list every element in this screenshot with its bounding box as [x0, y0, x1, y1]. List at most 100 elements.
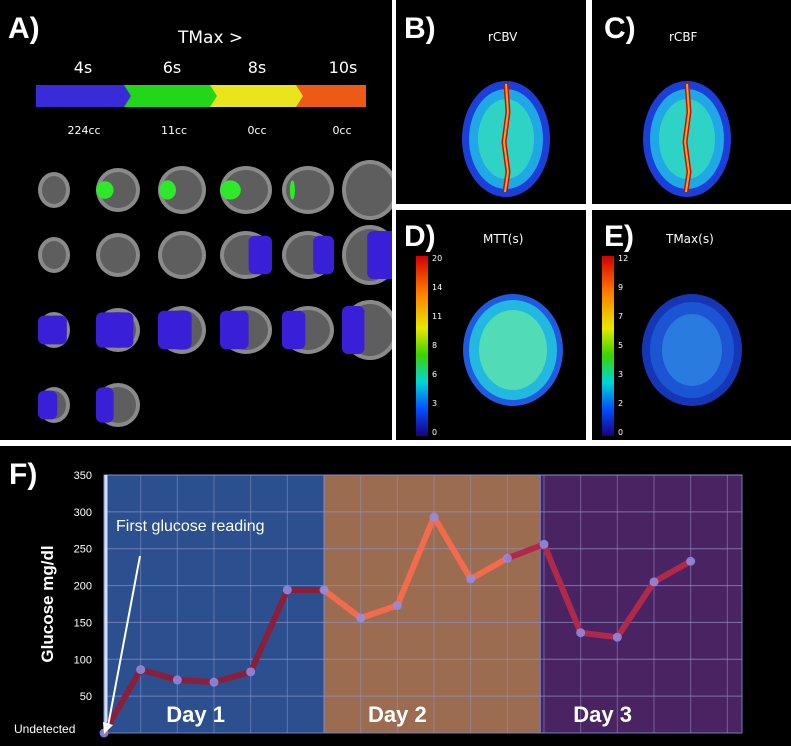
brain-slice — [38, 387, 70, 423]
rcbv-map — [462, 81, 550, 197]
y-tick-label: 150 — [74, 617, 92, 629]
panel-a: A) TMax > 4s 6s 8s 10s 224cc 11cc 0cc 0c… — [0, 0, 392, 440]
series-segment — [321, 586, 364, 622]
threshold-8s: 8s — [247, 58, 267, 77]
brain-slice — [342, 160, 392, 220]
data-point — [686, 556, 696, 566]
band-4s — [36, 85, 133, 107]
tmax-lesion — [96, 312, 134, 348]
tmax-colorbar — [602, 256, 614, 436]
tmax-map-title: TMax(s) — [666, 232, 714, 246]
series-segment — [394, 514, 437, 609]
brain-slice — [158, 166, 206, 214]
series-segment — [541, 541, 584, 636]
series-segment — [467, 555, 511, 582]
tmax-lesion-green — [220, 180, 241, 200]
data-point — [539, 539, 549, 549]
brain-slice — [282, 306, 334, 354]
volume-6s: 11cc — [160, 124, 188, 137]
scale-label: 6 — [432, 370, 438, 379]
annotation-arrow — [107, 555, 141, 727]
data-point — [172, 675, 182, 685]
series-segment — [357, 602, 401, 622]
volume-8s: 0cc — [247, 124, 267, 137]
series-segment — [174, 676, 217, 686]
tmax-lesion — [282, 310, 306, 350]
mtt-title: MTT(s) — [483, 232, 524, 246]
tmax-lesion — [248, 235, 272, 275]
brain-slice — [96, 168, 140, 212]
tmax-map — [642, 294, 742, 406]
threshold-4s: 4s — [73, 58, 93, 77]
threshold-6s: 6s — [162, 58, 182, 77]
scale-label: 14 — [432, 283, 443, 292]
series-segment — [101, 666, 144, 736]
brain-slice-grid — [38, 160, 392, 427]
data-point — [576, 628, 586, 638]
data-point — [136, 665, 146, 675]
scale-label: 5 — [618, 341, 624, 350]
tmax-lesion — [313, 235, 334, 275]
tmax-lesion — [367, 231, 392, 279]
tmax-lesion — [342, 306, 365, 354]
rcbf-title: rCBF — [669, 30, 698, 44]
brain-slice — [342, 300, 392, 360]
y-tick-label: 350 — [74, 470, 92, 482]
scale-label: 9 — [618, 283, 624, 292]
day-label: Day 2 — [368, 702, 427, 727]
scale-label: 12 — [618, 254, 629, 263]
brain-slice — [220, 231, 272, 279]
brain-slice — [96, 308, 140, 352]
volume-10s: 0cc — [332, 124, 352, 137]
tmax-lesion-green — [159, 180, 177, 200]
brain-slice — [220, 166, 272, 214]
scale-label: 8 — [432, 341, 438, 350]
brain-slice — [96, 383, 140, 427]
panel-b-label: B) — [404, 12, 436, 45]
rcbf-map — [643, 81, 731, 197]
y-tick-label: 200 — [74, 581, 92, 593]
series-segment — [137, 666, 181, 683]
data-point — [319, 585, 329, 595]
brain-slice — [158, 231, 206, 279]
panel-d: D) MTT(s) 20 14 11 8 6 3 0 — [396, 210, 586, 440]
brain-slice — [38, 172, 70, 208]
data-point — [356, 613, 366, 623]
scale-label: 3 — [432, 399, 438, 408]
y-tick-label: 50 — [80, 691, 92, 703]
annotation-text: First glucose reading — [116, 518, 265, 535]
panel-a-label: A) — [8, 12, 40, 45]
series-segment — [211, 668, 254, 686]
panel-e-label: E) — [604, 220, 634, 253]
data-point — [246, 667, 256, 677]
tmax-lesion-green — [289, 180, 295, 200]
scale-label: 7 — [618, 312, 624, 321]
data-point — [612, 632, 622, 642]
panel-c-label: C) — [604, 12, 636, 45]
data-point — [649, 577, 659, 587]
day-label: Day 1 — [166, 702, 225, 727]
brain-slice — [38, 312, 70, 348]
band-6s — [124, 85, 219, 107]
panel-d-label: D) — [404, 220, 436, 253]
band-10s — [296, 85, 366, 107]
tmax-lesion — [220, 310, 249, 350]
mtt-map — [463, 294, 563, 406]
scale-label: 0 — [432, 428, 438, 437]
tmax-lesion — [38, 315, 67, 345]
rcbv-title: rCBV — [488, 30, 518, 44]
brain-slice — [342, 225, 392, 285]
scale-label: 0 — [618, 428, 624, 437]
scale-label: 11 — [432, 312, 443, 321]
brain-slice — [282, 231, 334, 279]
scale-label: 2 — [618, 399, 624, 408]
data-point — [502, 553, 512, 563]
tmax-title: TMax > — [178, 28, 244, 48]
brain-slice — [96, 233, 140, 277]
brain-slice — [158, 306, 206, 354]
series-segment — [577, 629, 621, 641]
brain-slice — [220, 306, 272, 354]
glucose-chart: 350 300 250 200 150 100 50 Undetected Glucose mg… — [14, 470, 743, 738]
panel-e: E) TMax(s) 12 9 7 5 3 2 0 — [592, 210, 791, 440]
